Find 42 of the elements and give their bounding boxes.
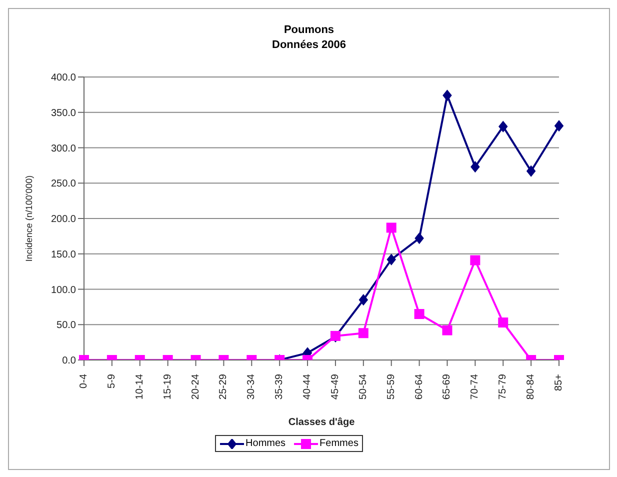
y-tick-label: 350.0	[50, 108, 76, 119]
point	[526, 166, 536, 177]
x-tick-label: 35-39	[274, 374, 286, 400]
y-axis-title: Incidence (n/100'000)	[24, 175, 34, 262]
legend-label: Hommes	[244, 438, 286, 449]
point	[386, 254, 396, 266]
legend-label: Femmes	[318, 438, 358, 449]
point	[386, 222, 396, 233]
x-tick-label: 70-74	[470, 374, 481, 400]
y-tick-label: 300.0	[50, 143, 76, 154]
x-tick-label: 45-49	[330, 374, 341, 400]
x-tick-label: 80-84	[526, 374, 537, 400]
x-tick-label: 30-34	[246, 374, 258, 400]
x-tick-label: 75-79	[498, 374, 509, 400]
x-tick-label: 20-24	[190, 374, 202, 400]
point	[470, 161, 480, 172]
y-tick-label: 150.0	[50, 249, 76, 260]
y-tick-label: 400.0	[50, 72, 76, 84]
y-tick-label: 50.0	[56, 320, 76, 332]
x-tick-label: 85+	[554, 374, 564, 391]
x-tick-label: 40-44	[302, 374, 314, 400]
chart-title: Poumons Données 2006	[271, 23, 347, 53]
y-tick-label: 0.0	[62, 356, 76, 367]
x-tick-label: 55-59	[386, 374, 397, 400]
point	[358, 294, 368, 306]
x-axis-title: Classes d'âge	[288, 417, 356, 428]
x-tick-label: 10-14	[134, 374, 146, 400]
point	[414, 232, 424, 244]
point	[498, 121, 508, 132]
x-tick-label: 25-29	[218, 374, 230, 400]
y-tick-label: 200.0	[50, 214, 76, 226]
x-tick-label: 60-64	[414, 374, 425, 400]
x-tick-label: 5-9	[106, 374, 118, 388]
x-tick-label: 50-54	[358, 374, 369, 400]
x-tick-label: 15-19	[162, 374, 174, 400]
point	[554, 120, 564, 132]
y-tick-label: 100.0	[50, 284, 76, 296]
x-tick-label: 0-4	[78, 374, 90, 388]
x-tick-label: 65-69	[442, 374, 453, 400]
point	[442, 90, 452, 101]
point	[470, 255, 480, 266]
y-tick-label: 250.0	[50, 178, 76, 190]
